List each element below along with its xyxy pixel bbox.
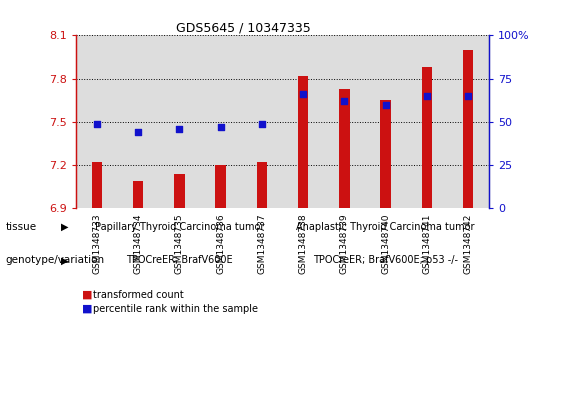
Point <box>423 93 432 99</box>
Text: ■: ■ <box>82 290 93 300</box>
Text: transformed count: transformed count <box>93 290 184 300</box>
Text: Papillary Thyroid Carcinoma tumor: Papillary Thyroid Carcinoma tumor <box>95 222 264 232</box>
Bar <box>298 76 308 208</box>
Bar <box>92 162 102 208</box>
Bar <box>406 35 447 208</box>
Point <box>340 98 349 104</box>
Bar <box>133 181 144 208</box>
Text: ▶: ▶ <box>61 255 69 265</box>
Bar <box>174 174 185 208</box>
Bar <box>118 35 159 208</box>
Text: tissue: tissue <box>6 222 37 232</box>
Text: Anaplastic Thyroid Carcinoma tumor: Anaplastic Thyroid Carcinoma tumor <box>297 222 475 232</box>
Bar <box>257 162 267 208</box>
Bar <box>241 35 282 208</box>
Bar <box>380 100 391 208</box>
Point <box>93 120 102 127</box>
Text: ■: ■ <box>82 303 93 314</box>
Bar <box>421 67 432 208</box>
Bar <box>463 50 473 208</box>
Bar <box>76 35 118 208</box>
Point <box>216 124 225 130</box>
Bar <box>282 35 324 208</box>
Text: percentile rank within the sample: percentile rank within the sample <box>93 303 258 314</box>
Text: TPOCreER; BrafV600E: TPOCreER; BrafV600E <box>126 255 233 265</box>
Point <box>134 129 142 135</box>
Point <box>381 101 390 108</box>
Bar <box>339 89 350 208</box>
Point <box>299 91 308 97</box>
Point <box>258 120 267 127</box>
Point <box>175 126 184 132</box>
Text: genotype/variation: genotype/variation <box>6 255 105 265</box>
Text: TPOCreER; BrafV600E; p53 -/-: TPOCreER; BrafV600E; p53 -/- <box>313 255 458 265</box>
Bar <box>447 35 489 208</box>
Text: ▶: ▶ <box>61 222 69 232</box>
Bar <box>365 35 406 208</box>
Text: GDS5645 / 10347335: GDS5645 / 10347335 <box>176 22 310 35</box>
Bar <box>324 35 365 208</box>
Point <box>464 93 473 99</box>
Bar <box>215 165 226 208</box>
Bar <box>159 35 200 208</box>
Bar <box>200 35 241 208</box>
